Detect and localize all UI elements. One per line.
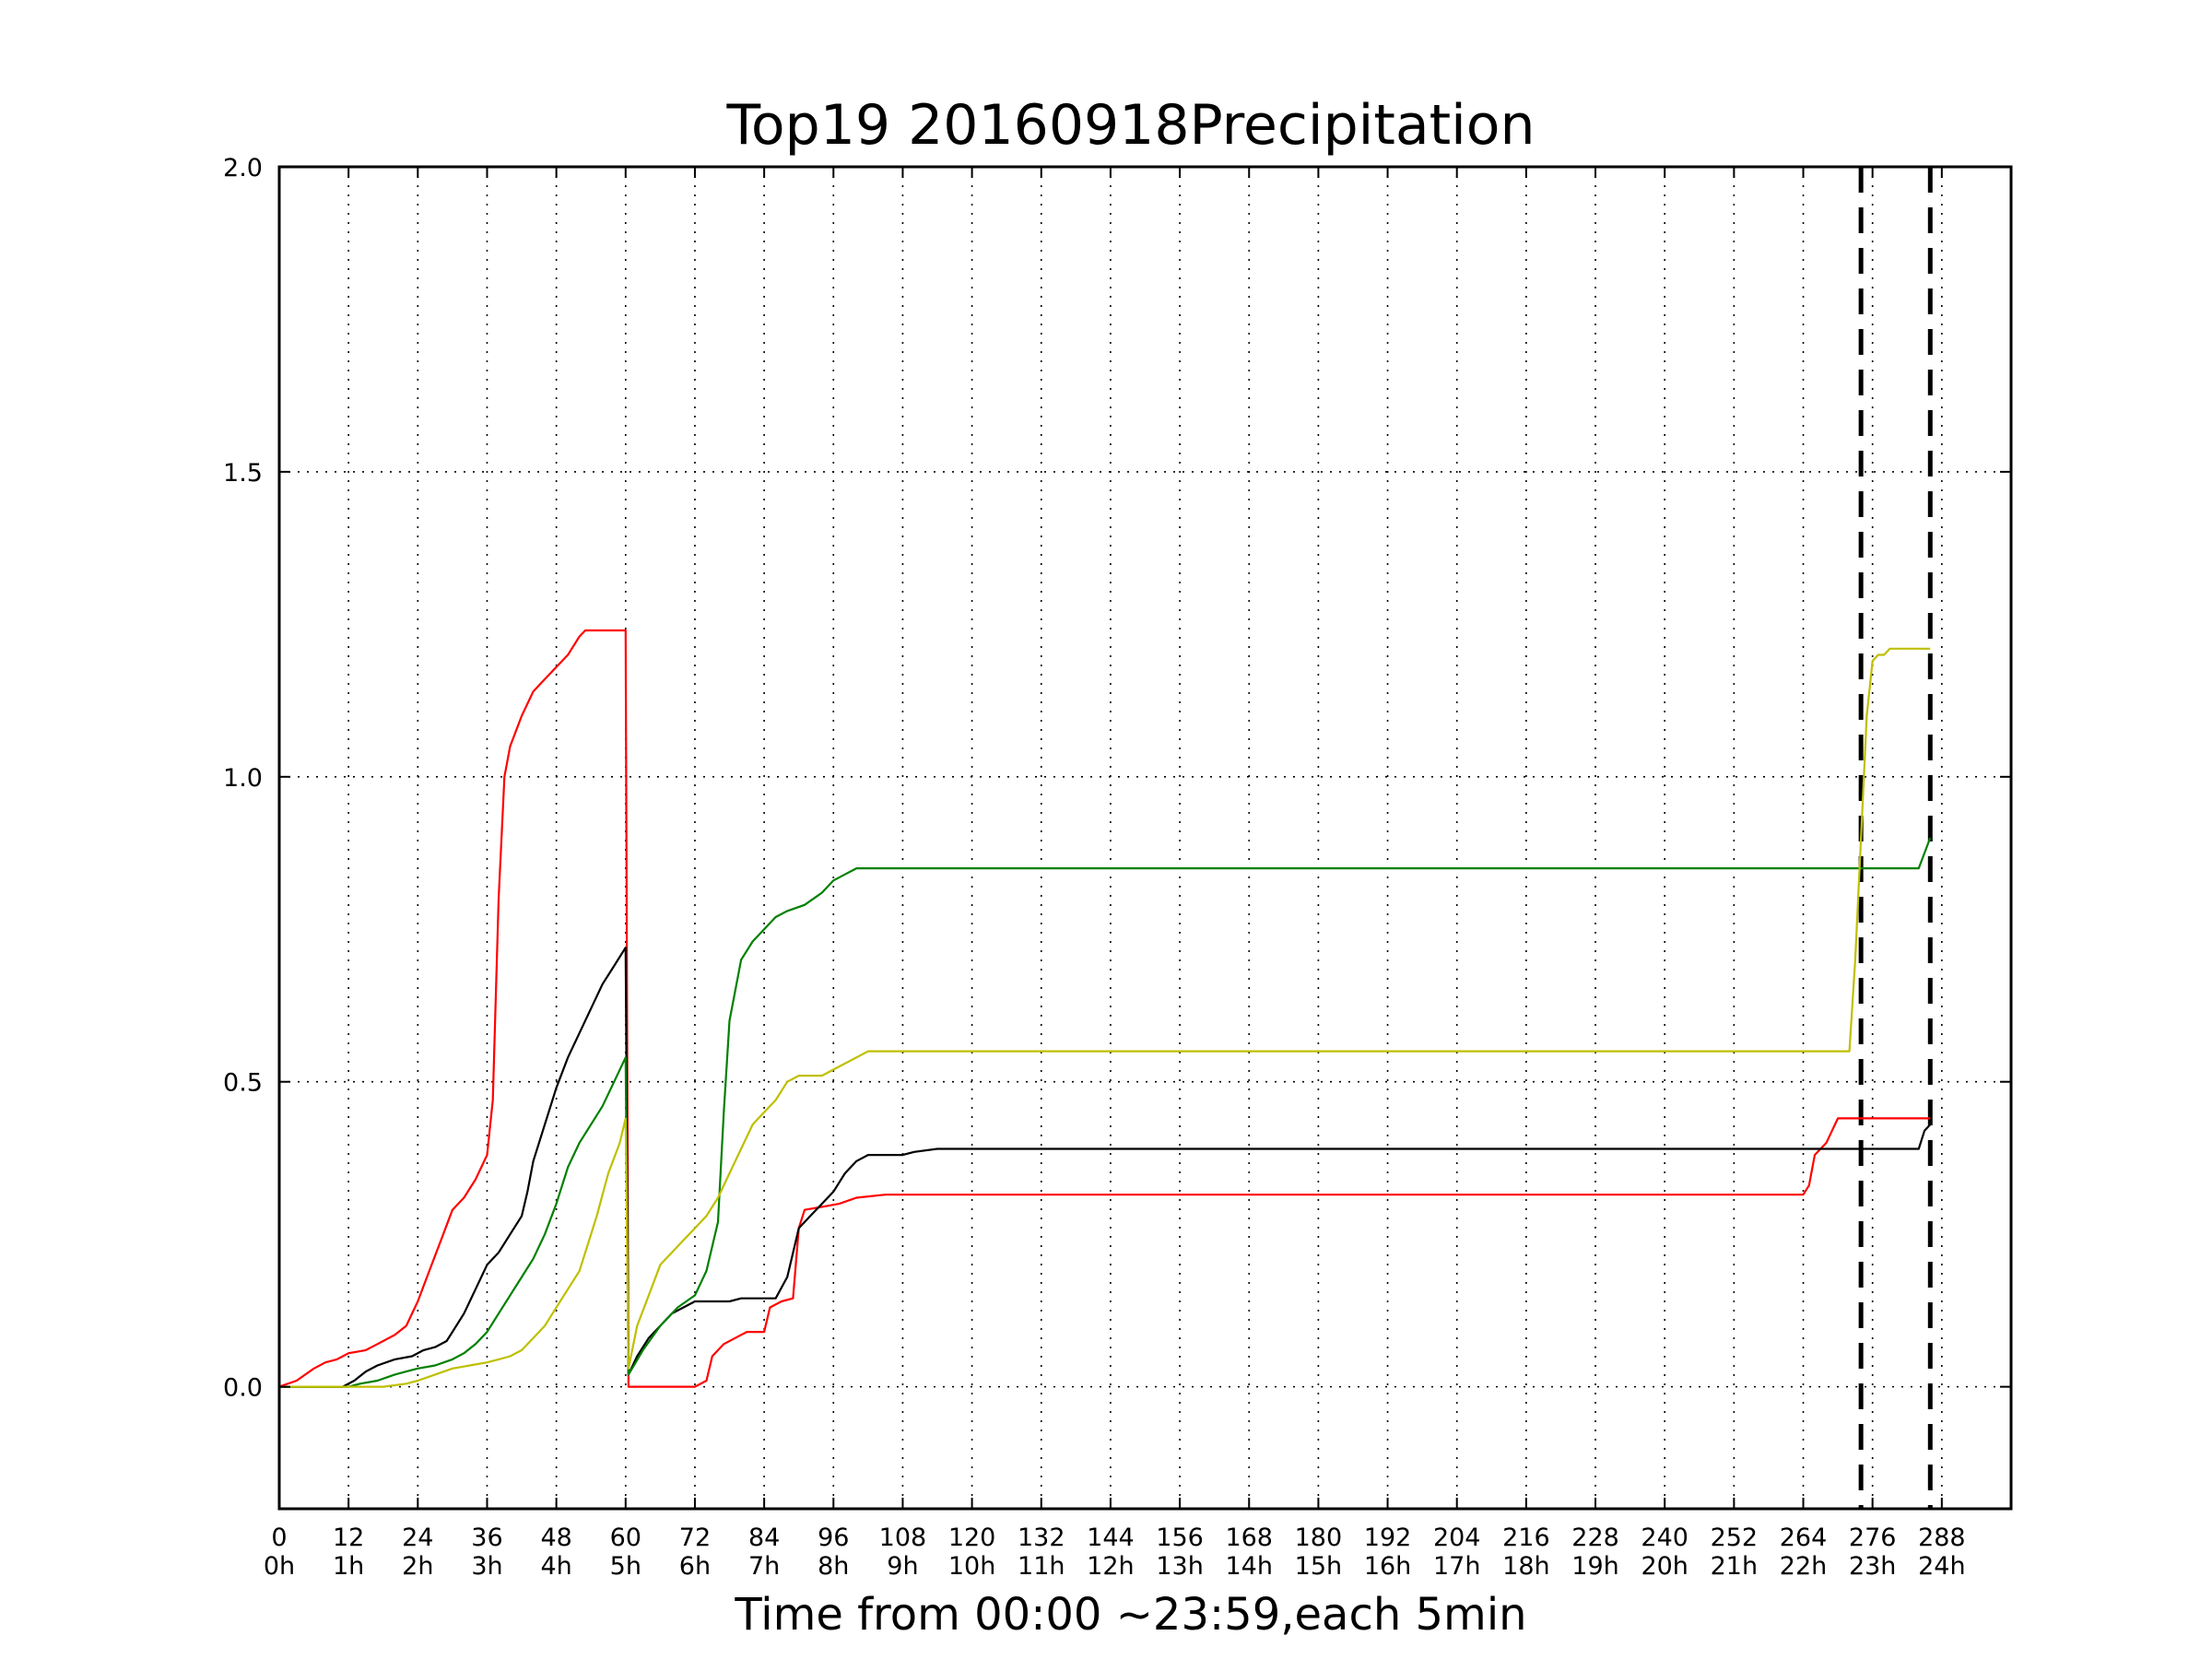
x-tick-sublabel: 21h [1711,1552,1758,1581]
x-tick-sublabel: 12h [1087,1552,1134,1581]
x-tick-label: 192 [1364,1524,1412,1552]
x-tick-sublabel: 1h [333,1552,364,1581]
series-line-4 [279,647,1931,1388]
x-tick-sublabel: 18h [1502,1552,1549,1581]
x-tick-sublabel: 22h [1780,1552,1827,1581]
x-tick-sublabel: 13h [1156,1552,1203,1581]
x-tick-label: 216 [1502,1524,1550,1552]
x-tick-sublabel: 4h [540,1552,571,1581]
x-tick-label: 168 [1225,1524,1273,1552]
y-tick-label: 0.5 [223,1069,263,1098]
x-tick-sublabel: 3h [471,1552,502,1581]
chart-title: Top19 20160918Precipitation [725,93,1535,158]
x-tick-label: 252 [1711,1524,1759,1552]
x-tick-sublabel: 15h [1295,1552,1342,1581]
x-tick-label: 288 [1918,1524,1966,1552]
data-series [278,629,1932,1388]
x-tick-sublabel: 5h [610,1552,641,1581]
x-tick-label: 12 [333,1524,364,1552]
x-tick-label: 276 [1849,1524,1897,1552]
x-tick-sublabel: 19h [1571,1552,1618,1581]
x-tick-sublabel: 8h [818,1552,849,1581]
x-tick-sublabel: 16h [1364,1552,1411,1581]
x-tick-sublabel: 14h [1226,1552,1273,1581]
x-tick-label: 72 [679,1524,711,1552]
x-tick-label: 96 [818,1524,849,1552]
y-tick-label: 2.0 [223,154,263,182]
x-tick-label: 60 [610,1524,641,1552]
x-tick-label: 132 [1018,1524,1065,1552]
x-tick-sublabel: 17h [1433,1552,1480,1581]
x-tick-label: 84 [748,1524,780,1552]
x-tick-sublabel: 11h [1018,1552,1065,1581]
x-tick-label: 264 [1780,1524,1828,1552]
x-tick-label: 240 [1641,1524,1688,1552]
x-axis-label: Time from 00:00 ~23:59,each 5min [734,1589,1526,1641]
plot-frame [277,165,2013,1511]
x-tick-label: 204 [1433,1524,1481,1552]
x-tick-label: 144 [1087,1524,1135,1552]
x-tick-sublabel: 2h [402,1552,433,1581]
series-line-3 [279,837,1932,1388]
x-tick-sublabel: 9h [887,1552,918,1581]
x-tick-label: 48 [540,1524,571,1552]
x-tick-sublabel: 20h [1641,1552,1688,1581]
x-tick-sublabel: 7h [748,1552,780,1581]
x-tick-label: 24 [402,1524,433,1552]
x-tick-sublabel: 6h [679,1552,711,1581]
y-tick-label: 1.0 [223,764,263,793]
y-tick-label: 1.5 [223,459,263,488]
series-line-2 [279,946,1932,1388]
x-tick-label: 108 [879,1524,927,1552]
x-tick-label: 0 [271,1524,287,1552]
x-tick-label: 180 [1295,1524,1343,1552]
y-tick-label: 0.0 [223,1374,263,1403]
x-tick-label: 228 [1571,1524,1619,1552]
x-tick-sublabel: 10h [948,1552,995,1581]
x-tick-label: 120 [948,1524,996,1552]
x-tick-sublabel: 0h [264,1552,295,1581]
series-line-1 [278,629,1931,1388]
x-tick-sublabel: 24h [1918,1552,1965,1581]
x-tick-label: 36 [471,1524,502,1552]
x-tick-label: 156 [1156,1524,1204,1552]
x-tick-sublabel: 23h [1849,1552,1896,1581]
